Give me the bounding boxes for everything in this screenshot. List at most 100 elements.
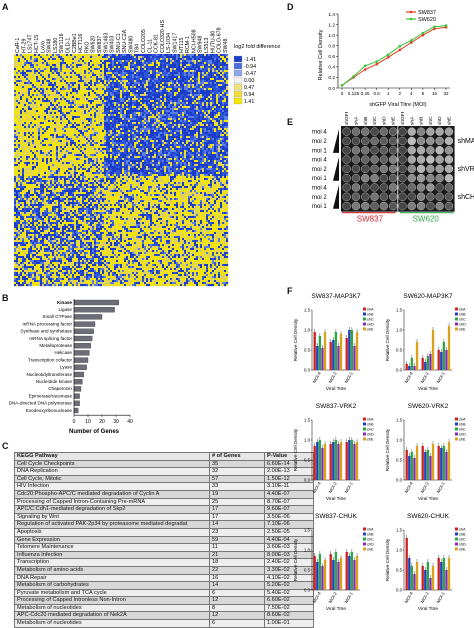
knockdown-x-tick: MOI-1 bbox=[436, 370, 447, 383]
knockdown-bar bbox=[429, 456, 431, 480]
knockdown-legend-swatch bbox=[363, 418, 366, 421]
heatmap-column-label: C2BBe1 bbox=[72, 33, 78, 53]
knockdown-bar bbox=[332, 560, 334, 590]
gene-class-bar bbox=[74, 314, 102, 319]
knockdown-legend-swatch bbox=[363, 323, 366, 326]
knockdown-bar bbox=[448, 558, 450, 590]
heatmap-legend-title: log2 fold difference bbox=[234, 44, 280, 50]
gene-class-x-tick: 20 bbox=[99, 419, 105, 425]
gene-class-x-tick: 0 bbox=[73, 419, 76, 425]
heatmap-column-label: DLD-1 bbox=[66, 38, 72, 53]
kegg-genes-cell: 6 bbox=[210, 620, 265, 628]
knockdown-y-tick: 0.5 bbox=[396, 568, 403, 573]
kegg-pathway-cell: Processing of Capped Intronless Non-Intr… bbox=[15, 597, 210, 605]
plate-well bbox=[445, 137, 453, 145]
knockdown-bar bbox=[422, 446, 424, 480]
plate-well bbox=[361, 174, 369, 182]
plate-well bbox=[408, 202, 416, 210]
gene-class-bar bbox=[74, 300, 119, 305]
plate-well bbox=[361, 165, 369, 173]
plate-well bbox=[380, 202, 388, 210]
knockdown-bar bbox=[406, 538, 408, 590]
heatmap-column-label: SW1417 bbox=[173, 33, 179, 53]
plate-well bbox=[398, 165, 406, 173]
plate-well bbox=[436, 183, 444, 191]
knockdown-legend-swatch bbox=[455, 428, 458, 431]
knockdown-bar bbox=[348, 440, 350, 480]
moi-gradient-icon bbox=[333, 157, 339, 181]
shgfp-y-tick: 1.4 bbox=[328, 12, 335, 18]
gene-class-label: Small GTPase bbox=[42, 314, 72, 319]
shgfp-x-tick: 8 bbox=[422, 91, 425, 96]
plate-well bbox=[389, 137, 397, 145]
plate-well bbox=[380, 165, 388, 173]
shgfp-data-point bbox=[375, 63, 378, 66]
shgfp-y-tick: 0.2 bbox=[328, 75, 335, 81]
gene-class-x-axis-label: Number of Genes bbox=[69, 429, 120, 435]
gene-class-label: Metalloprotease bbox=[39, 343, 72, 348]
knockdown-legend-label: shD bbox=[367, 543, 374, 547]
knockdown-legend-swatch bbox=[455, 533, 458, 536]
plate-well bbox=[389, 183, 397, 191]
gene-class-label: Lyase bbox=[60, 365, 73, 370]
heatmap-grid bbox=[14, 54, 228, 286]
knockdown-bar bbox=[440, 448, 442, 480]
plate-well bbox=[371, 183, 379, 191]
shgfp-y-tick: 0.4 bbox=[328, 65, 335, 71]
knockdown-x-tick: MOI-2 bbox=[420, 590, 431, 603]
plate-well bbox=[389, 202, 397, 210]
plate-well bbox=[352, 165, 360, 173]
knockdown-x-tick: MOI-2 bbox=[420, 480, 431, 493]
knockdown-legend-label: shC bbox=[459, 318, 466, 322]
kegg-pathway-cell: APC-Cdc20 mediated degradation of Nek2A bbox=[15, 612, 210, 620]
knockdown-legend-label: shB bbox=[459, 533, 466, 537]
knockdown-x-tick: MOI-2 bbox=[328, 480, 339, 493]
kegg-genes-cell: 12 bbox=[210, 612, 265, 620]
knockdown-bar bbox=[438, 350, 440, 370]
kegg-pathway-cell: Gene Expression bbox=[15, 536, 210, 544]
knockdown-bar bbox=[324, 332, 326, 370]
plate-well bbox=[417, 202, 425, 210]
gene-class-bar bbox=[74, 386, 81, 391]
plate-well bbox=[398, 174, 406, 182]
heatmap-column-label: LS-1034 bbox=[166, 33, 172, 53]
knockdown-legend-swatch bbox=[363, 548, 366, 551]
plate-well bbox=[445, 193, 453, 201]
plate-well bbox=[445, 183, 453, 191]
shgfp-x-tick: 32 bbox=[443, 91, 449, 96]
knockdown-y-tick: 1.5 bbox=[304, 418, 311, 423]
plate-well bbox=[389, 128, 397, 136]
cell-line-label-sw620: SW620 bbox=[413, 215, 440, 224]
heatmap-column-label: HCT-15 bbox=[34, 35, 40, 53]
shgfp-data-point bbox=[364, 65, 367, 68]
knockdown-bar bbox=[332, 442, 334, 480]
gene-class-x-tick: 40 bbox=[127, 419, 133, 425]
plate-well bbox=[436, 128, 444, 136]
gene-class-label: Epimerase/racemase bbox=[29, 393, 73, 398]
gene-class-label: Exodeoxyribonuclease bbox=[26, 408, 73, 413]
shgfp-data-point bbox=[445, 24, 448, 27]
knockdown-bar bbox=[422, 358, 424, 370]
kegg-pathway-cell: Cell Cycle, Mitotic bbox=[15, 475, 210, 483]
plate-well bbox=[426, 146, 434, 154]
plate-well bbox=[408, 165, 416, 173]
heatmap-column-label: SNU-C1 bbox=[116, 33, 122, 53]
gene-class-label: Kinase bbox=[57, 300, 73, 305]
knockdown-bar bbox=[353, 560, 355, 590]
shgfp-x-tick: 16 bbox=[432, 91, 438, 96]
knockdown-legend-label: shE bbox=[367, 328, 374, 332]
knockdown-legend-label: shC bbox=[459, 428, 466, 432]
knockdown-bar bbox=[432, 330, 434, 370]
plate-well bbox=[398, 202, 406, 210]
plate-well bbox=[436, 146, 444, 154]
knockdown-x-axis-label: Viral Titre bbox=[418, 386, 439, 392]
plate-well bbox=[380, 193, 388, 201]
gene-class-bar bbox=[74, 379, 82, 384]
plate-well bbox=[436, 174, 444, 182]
plate-well bbox=[371, 156, 379, 164]
